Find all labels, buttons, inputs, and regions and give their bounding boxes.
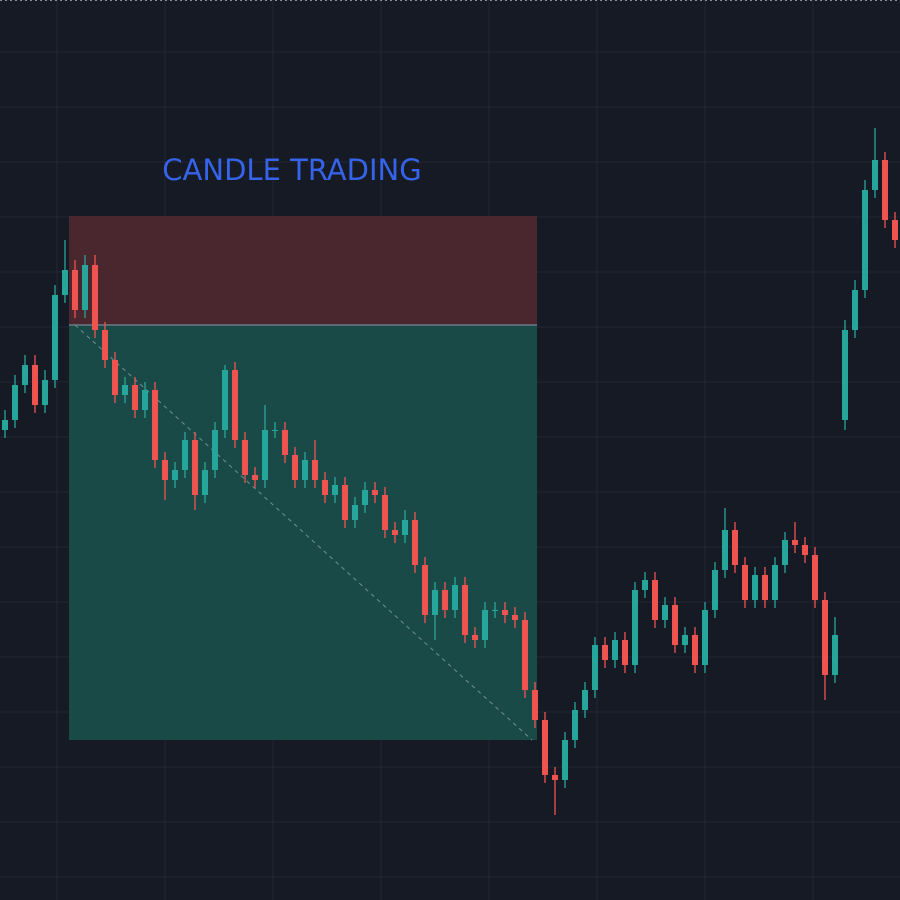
candle-body bbox=[232, 370, 238, 440]
candle-body bbox=[242, 440, 248, 475]
candle-body bbox=[262, 430, 268, 480]
candle-body bbox=[542, 720, 548, 775]
candle-body bbox=[182, 440, 188, 470]
candle-body bbox=[12, 385, 18, 420]
candle-body bbox=[742, 565, 748, 600]
candle-body bbox=[592, 645, 598, 690]
candle-body bbox=[792, 540, 798, 545]
stop-zone bbox=[69, 216, 537, 325]
candle-body bbox=[672, 605, 678, 645]
candle-body bbox=[472, 635, 478, 640]
chart-title: CANDLE TRADING bbox=[162, 153, 421, 187]
candle-body bbox=[462, 585, 468, 635]
candle-body bbox=[562, 740, 568, 780]
candle-body bbox=[682, 635, 688, 645]
candle-body bbox=[782, 540, 788, 565]
candle-body bbox=[372, 490, 378, 495]
candle-body bbox=[582, 690, 588, 710]
candle-body bbox=[102, 330, 108, 360]
candle-body bbox=[552, 775, 558, 780]
candle-body bbox=[142, 390, 148, 410]
candle-body bbox=[62, 270, 68, 295]
candle-body bbox=[432, 590, 438, 615]
candle-body bbox=[122, 385, 128, 395]
candle-body bbox=[202, 470, 208, 495]
candle-body bbox=[282, 430, 288, 455]
candle-body bbox=[222, 370, 228, 430]
candle-body bbox=[422, 565, 428, 615]
candle-body bbox=[662, 605, 668, 620]
candle-body bbox=[872, 160, 878, 190]
candle-body bbox=[642, 580, 648, 590]
candle-body bbox=[312, 460, 318, 480]
trade-path bbox=[74, 324, 533, 741]
candle-body bbox=[322, 480, 328, 495]
candle-body bbox=[752, 575, 758, 600]
candle-body bbox=[342, 485, 348, 520]
candle-body bbox=[762, 575, 768, 600]
candle-body bbox=[502, 610, 508, 615]
candle-body bbox=[162, 460, 168, 480]
candle-body bbox=[352, 505, 358, 520]
candle-body bbox=[252, 475, 258, 480]
candle-body bbox=[292, 455, 298, 480]
candle-body bbox=[192, 440, 198, 495]
candle-body bbox=[132, 385, 138, 410]
candle-body bbox=[772, 565, 778, 600]
candle-body bbox=[492, 610, 498, 611]
candle-body bbox=[42, 380, 48, 405]
candle-body bbox=[612, 640, 618, 660]
candle-body bbox=[522, 620, 528, 690]
candle-body bbox=[152, 390, 158, 460]
candle-body bbox=[52, 295, 58, 380]
candle-body bbox=[22, 365, 28, 385]
candle-body bbox=[362, 490, 368, 505]
candle-body bbox=[622, 640, 628, 665]
candle-body bbox=[822, 600, 828, 675]
candle-body bbox=[842, 330, 848, 420]
candle-body bbox=[452, 585, 458, 610]
candle-body bbox=[382, 495, 388, 530]
candle-body bbox=[722, 530, 728, 570]
candle-body bbox=[332, 485, 338, 495]
candle-body bbox=[32, 365, 38, 405]
candle-body bbox=[92, 265, 98, 330]
candle-body bbox=[702, 610, 708, 665]
target-zone bbox=[69, 325, 537, 740]
candle-body bbox=[392, 530, 398, 535]
candle-body bbox=[212, 430, 218, 470]
candle-body bbox=[632, 590, 638, 665]
candle-body bbox=[512, 615, 518, 620]
candles bbox=[2, 128, 898, 815]
candle-body bbox=[692, 635, 698, 665]
candle-body bbox=[832, 635, 838, 675]
candle-body bbox=[82, 265, 88, 310]
candle-body bbox=[2, 420, 8, 430]
candle-body bbox=[852, 290, 858, 330]
candle-body bbox=[602, 645, 608, 660]
candle-body bbox=[442, 590, 448, 610]
candle-body bbox=[712, 570, 718, 610]
candle-body bbox=[862, 190, 868, 290]
candle-body bbox=[302, 460, 308, 480]
candle-body bbox=[482, 610, 488, 640]
candle-body bbox=[572, 710, 578, 740]
candle-body bbox=[892, 220, 898, 240]
candle-body bbox=[72, 270, 78, 310]
candle-body bbox=[812, 555, 818, 600]
candle-body bbox=[412, 520, 418, 565]
candle-body bbox=[272, 430, 278, 431]
candle-body bbox=[802, 545, 808, 555]
candle-body bbox=[882, 160, 888, 220]
candle-body bbox=[732, 530, 738, 565]
candle-body bbox=[402, 520, 408, 535]
candle-body bbox=[112, 360, 118, 395]
candle-body bbox=[652, 580, 658, 620]
candle-body bbox=[532, 690, 538, 720]
candle-body bbox=[172, 470, 178, 480]
